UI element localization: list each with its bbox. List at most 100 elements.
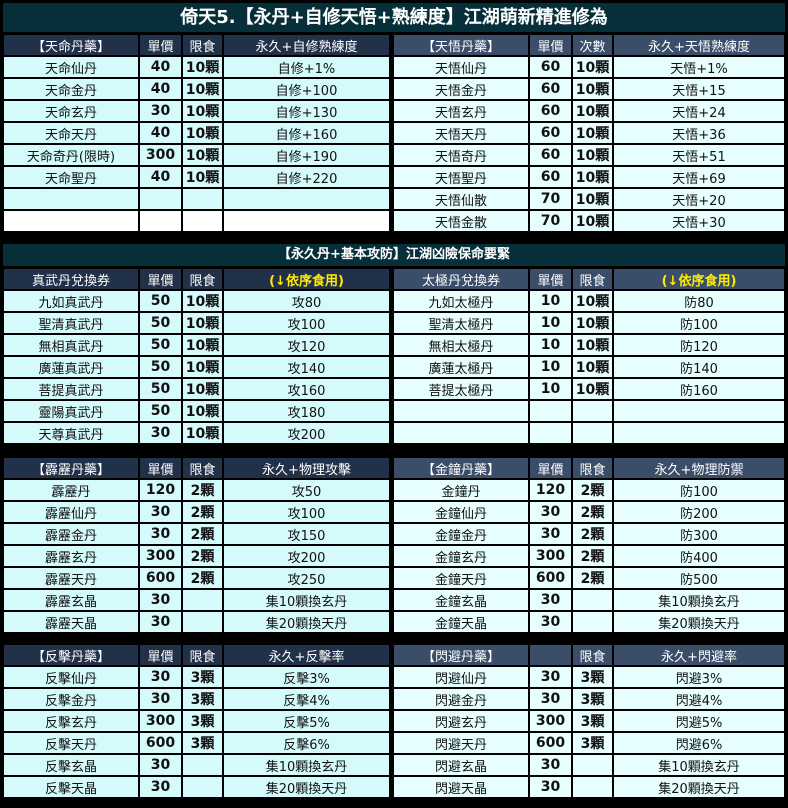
item-name: 霹靂仙丹 — [2, 500, 140, 524]
item-name: 閃避金丹 — [392, 687, 530, 711]
item-name: 金鐘仙丹 — [392, 500, 530, 524]
effect: 攻150 — [222, 522, 391, 546]
item-name: 天悟仙散 — [392, 187, 530, 211]
item-name: 廣蓮太極丹 — [392, 355, 530, 379]
effect: 防80 — [612, 289, 786, 313]
limit — [571, 610, 614, 634]
item-name: 天命天丹 — [2, 121, 140, 145]
limit: 10顆 — [181, 55, 224, 79]
limit: 2顆 — [571, 478, 614, 502]
item-name — [2, 187, 140, 211]
price: 40 — [138, 77, 183, 101]
table-row: 天悟聖丹 60 10顆 天悟+69 — [392, 165, 786, 189]
price: 70 — [528, 187, 573, 211]
table-row — [2, 209, 391, 233]
effect: 防100 — [612, 311, 786, 335]
column-header: 限食 — [571, 267, 614, 291]
limit: 2顆 — [181, 522, 224, 546]
item-name — [392, 399, 530, 423]
table-row: 反擊玄晶 30 集10顆換玄丹 — [2, 753, 391, 777]
effect — [222, 209, 391, 233]
limit: 10顆 — [571, 143, 614, 167]
price: 300 — [138, 544, 183, 568]
limit: 2顆 — [571, 500, 614, 524]
limit: 10顆 — [181, 377, 224, 401]
item-name: 反擊金丹 — [2, 687, 140, 711]
price: 70 — [528, 209, 573, 233]
effect: 防500 — [612, 566, 786, 590]
price: 30 — [528, 687, 573, 711]
limit: 10顆 — [181, 421, 224, 445]
item-name: 金鐘丹 — [392, 478, 530, 502]
table-row: 九如太極丹 10 10顆 防80 — [392, 289, 786, 313]
price: 30 — [528, 588, 573, 612]
right-table-2: 【金鐘丹藥】 單價 限食 永久+物理防禦 金鐘丹 120 2顆 防100 金鐘仙丹 30 2顆 防20… — [392, 456, 786, 634]
table-header: 太極丹兌換券 單價 限食 (↓依序食用) — [392, 267, 786, 291]
price: 60 — [528, 99, 573, 123]
price: 30 — [528, 775, 573, 799]
limit: 10顆 — [181, 165, 224, 189]
price: 50 — [138, 311, 183, 335]
table-row: 霹靂仙丹 30 2顆 攻100 — [2, 500, 391, 524]
column-header: 限食 — [181, 643, 224, 667]
price: 300 — [138, 143, 183, 167]
item-name: 閃避玄丹 — [392, 709, 530, 733]
table-header: 【反擊丹藥】 單價 限食 永久+反擊率 — [2, 643, 391, 667]
limit: 2顆 — [181, 544, 224, 568]
item-name — [2, 209, 140, 233]
item-name: 金鐘天丹 — [392, 566, 530, 590]
item-name: 反擊仙丹 — [2, 665, 140, 689]
effect: 閃避5% — [612, 709, 786, 733]
effect: 反擊5% — [222, 709, 391, 733]
limit: 3顆 — [181, 687, 224, 711]
table-row: 天命仙丹 40 10顆 自修+1% — [2, 55, 391, 79]
limit — [571, 775, 614, 799]
left-table-1: 真武丹兌換券 單價 限食 (↓依序食用) 九如真武丹 50 10顆 攻80 聖清真武丹 50 10顆… — [2, 267, 391, 445]
table-row: 霹靂玄晶 30 集10顆換玄丹 — [2, 588, 391, 612]
price: 10 — [528, 377, 573, 401]
table-header: 【霹靂丹藥】 單價 限食 永久+物理攻擊 — [2, 456, 391, 480]
table-row: 金鐘天晶 30 集20顆換天丹 — [392, 610, 786, 634]
limit: 10顆 — [181, 99, 224, 123]
effect: 集20顆換天丹 — [612, 775, 786, 799]
table-row: 反擊玄丹 300 3顆 反擊5% — [2, 709, 391, 733]
limit: 10顆 — [571, 99, 614, 123]
effect: 防300 — [612, 522, 786, 546]
table-row: 金鐘玄晶 30 集10顆換玄丹 — [392, 588, 786, 612]
price: 60 — [528, 165, 573, 189]
price: 30 — [528, 665, 573, 689]
left-table-0: 【天命丹藥】 單價 限食 永久+自修熟練度 天命仙丹 40 10顆 自修+1% 天命金丹 40 10… — [2, 33, 391, 233]
limit: 10顆 — [571, 209, 614, 233]
price: 30 — [138, 500, 183, 524]
limit: 10顆 — [571, 77, 614, 101]
price: 30 — [138, 421, 183, 445]
table-row: 閃避天丹 600 3顆 閃避6% — [392, 731, 786, 755]
column-header: 限食 — [181, 267, 224, 291]
price: 10 — [528, 289, 573, 313]
column-header: 限食 — [181, 33, 224, 57]
price: 30 — [528, 500, 573, 524]
item-name: 霹靂玄晶 — [2, 588, 140, 612]
effect: 攻120 — [222, 333, 391, 357]
column-header: 永久+天悟熟練度 — [612, 33, 786, 57]
item-name: 金鐘天晶 — [392, 610, 530, 634]
effect: 攻200 — [222, 544, 391, 568]
effect: 閃避6% — [612, 731, 786, 755]
effect: 天悟+51 — [612, 143, 786, 167]
item-name: 天命仙丹 — [2, 55, 140, 79]
table-row: 天命天丹 40 10顆 自修+160 — [2, 121, 391, 145]
limit: 10顆 — [181, 355, 224, 379]
table-row — [392, 399, 786, 423]
effect: 防140 — [612, 355, 786, 379]
limit — [181, 187, 224, 211]
limit: 10顆 — [571, 377, 614, 401]
column-header: 限食 — [571, 643, 614, 667]
price: 600 — [528, 566, 573, 590]
table-row: 天悟金散 70 10顆 天悟+30 — [392, 209, 786, 233]
price: 40 — [138, 165, 183, 189]
price: 300 — [138, 709, 183, 733]
effect: 攻100 — [222, 311, 391, 335]
table-row: 金鐘仙丹 30 2顆 防200 — [392, 500, 786, 524]
price: 30 — [528, 753, 573, 777]
limit: 2顆 — [181, 500, 224, 524]
